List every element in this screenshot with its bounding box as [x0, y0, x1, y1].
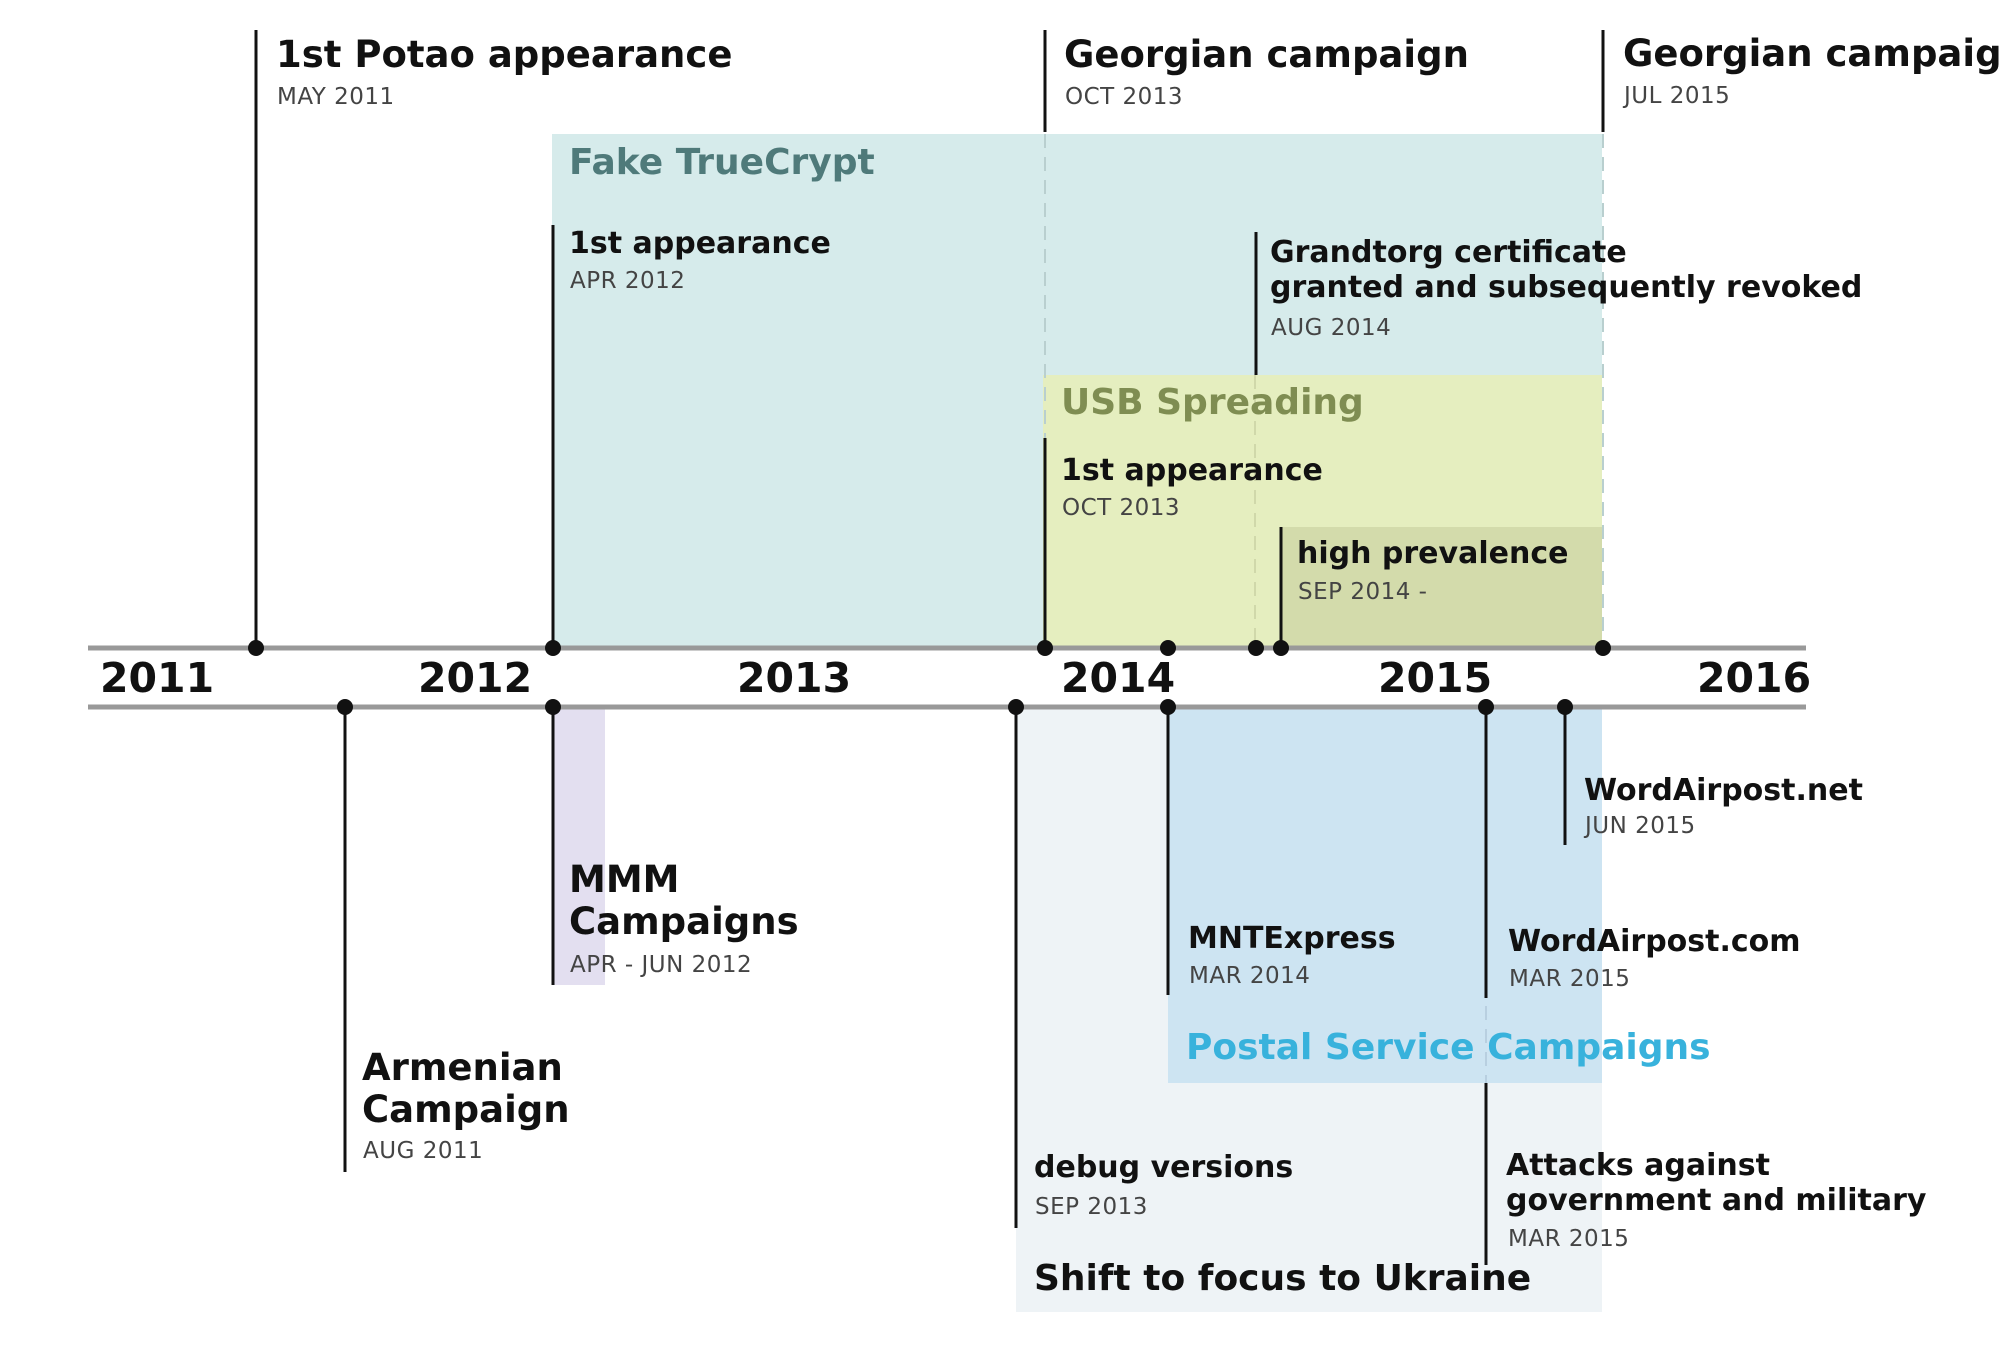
event-marker	[1478, 699, 1494, 715]
event-marker	[1595, 640, 1611, 656]
event-marker	[1160, 640, 1176, 656]
usb-first-date: OCT 2013	[1062, 495, 1181, 521]
high-prev-date: SEP 2014 -	[1298, 579, 1428, 605]
attacks-title-line2: government and military	[1506, 1183, 1927, 1218]
armenian-title-line2: Campaign	[362, 1088, 570, 1131]
attacks-title-line1: Attacks against	[1506, 1148, 1770, 1183]
mmm-date: APR - JUN 2012	[570, 952, 753, 978]
usb-first-title: 1st appearance	[1061, 453, 1323, 488]
georgian-2013-date: OCT 2013	[1065, 84, 1184, 110]
grandtorg-title-line2: granted and subsequently revoked	[1270, 270, 1863, 305]
mntexpress-date: MAR 2014	[1189, 963, 1311, 989]
truecrypt-region-label: Fake TrueCrypt	[569, 142, 875, 183]
truecrypt-first-date: APR 2012	[570, 268, 686, 294]
wordairpost-net-date: JUN 2015	[1585, 813, 1696, 839]
year-label: 2015	[1378, 654, 1493, 702]
ukraine-region-label: Shift to focus to Ukraine	[1034, 1258, 1532, 1299]
georgian-2015-date: JUL 2015	[1624, 83, 1731, 109]
attacks-date: MAR 2015	[1508, 1226, 1630, 1252]
event-marker	[1160, 699, 1176, 715]
postal-region-label: Postal Service Campaigns	[1186, 1027, 1711, 1068]
mmm-title-line1: MMM	[569, 858, 680, 901]
high-prevalence-region	[1280, 527, 1602, 648]
truecrypt-first-title: 1st appearance	[569, 226, 831, 261]
event-marker	[1557, 699, 1573, 715]
usb-region-label: USB Spreading	[1061, 382, 1364, 423]
debug-title: debug versions	[1034, 1150, 1294, 1185]
year-label: 2013	[737, 654, 852, 702]
grandtorg-title-line1: Grandtorg certificate	[1270, 235, 1627, 270]
mmm-region	[552, 707, 605, 985]
potao-date: MAY 2011	[277, 84, 395, 110]
postal-region	[1168, 707, 1602, 1083]
high-prev-title: high prevalence	[1297, 536, 1569, 571]
armenian-title-line1: Armenian	[362, 1046, 563, 1089]
event-marker	[1248, 640, 1264, 656]
georgian-2015-title: Georgian campaign	[1623, 32, 2000, 75]
year-label: 2016	[1697, 654, 1812, 702]
wordairpost-com-title: WordAirpost.com	[1508, 924, 1801, 959]
grandtorg-date: AUG 2014	[1271, 315, 1392, 341]
event-marker	[1008, 699, 1024, 715]
mntexpress-title: MNTExpress	[1188, 921, 1396, 956]
event-marker	[337, 699, 353, 715]
debug-date: SEP 2013	[1035, 1194, 1148, 1220]
potao-title: 1st Potao appearance	[276, 33, 733, 76]
wordairpost-com-date: MAR 2015	[1509, 966, 1631, 992]
year-label: 2014	[1061, 654, 1176, 702]
event-marker	[1037, 640, 1053, 656]
wordairpost-net-title: WordAirpost.net	[1584, 773, 1863, 808]
event-marker	[1273, 640, 1289, 656]
event-marker	[545, 699, 561, 715]
mmm-title-line2: Campaigns	[569, 900, 799, 943]
event-marker	[248, 640, 264, 656]
event-marker	[545, 640, 561, 656]
armenian-date: AUG 2011	[363, 1138, 484, 1164]
georgian-2013-title: Georgian campaign	[1064, 33, 1469, 76]
year-label: 2012	[418, 654, 533, 702]
year-label: 2011	[100, 654, 215, 702]
